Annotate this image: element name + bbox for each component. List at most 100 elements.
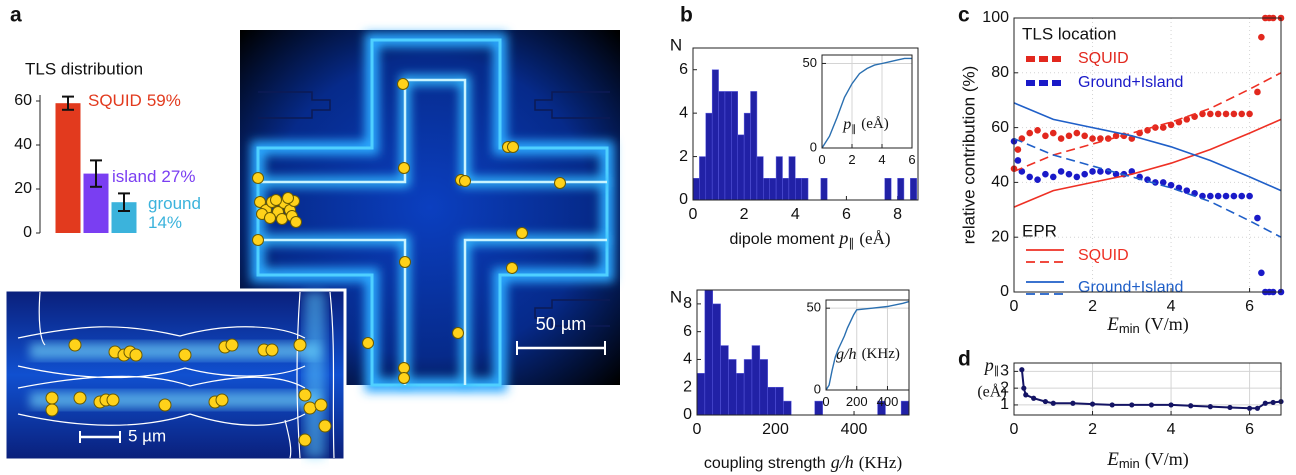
x-tick-label: 200 — [846, 394, 868, 409]
legend-label: Ground+Island — [1078, 279, 1183, 296]
x-tick-label: 6 — [1245, 298, 1254, 315]
label-part: coupling strength — [704, 455, 826, 472]
y-axis-label: N — [670, 35, 682, 54]
data-point — [1051, 401, 1056, 406]
x-tick-label: 2 — [740, 206, 749, 223]
legend-title: TLS location — [1022, 24, 1117, 43]
x-tick-label: 2 — [1088, 298, 1097, 315]
histogram-bar — [731, 91, 737, 200]
legend-label: SQUID — [1078, 50, 1129, 67]
data-point — [1089, 168, 1096, 175]
histogram-bar — [783, 401, 791, 415]
category-label: ground — [148, 194, 201, 213]
x-tick-label: 4 — [878, 152, 885, 167]
x-tick-label: 0 — [1010, 298, 1019, 315]
axis-label: dipole momentp∥(eÅ) — [729, 228, 890, 250]
data-point — [1254, 89, 1261, 96]
histogram-bar — [763, 178, 769, 200]
chart-title: TLS distribution — [25, 59, 143, 78]
data-point — [1034, 176, 1041, 183]
data-point — [1254, 215, 1261, 222]
data-point — [1223, 111, 1230, 118]
data-point — [1019, 367, 1024, 372]
y-tick-label: 40 — [991, 174, 1009, 191]
label-part: g/h — [836, 346, 856, 363]
data-point — [1066, 133, 1073, 140]
x-tick-label: 0 — [689, 206, 698, 223]
y-tick-label: 40 — [14, 136, 32, 153]
y-tick-label: 8 — [683, 295, 692, 312]
histogram-bar — [789, 157, 795, 200]
y-tick-label: 60 — [991, 119, 1009, 136]
data-point — [1021, 386, 1026, 391]
data-point — [1258, 34, 1265, 41]
legend-label: Ground+Island — [1078, 74, 1183, 91]
data-point — [1110, 402, 1115, 407]
data-point — [1255, 406, 1260, 411]
x-tick-label: 6 — [908, 152, 915, 167]
histogram-bar — [721, 346, 729, 415]
y-tick-label: 4 — [683, 351, 692, 368]
label-part: min — [1119, 456, 1140, 471]
value-text: 59% — [147, 91, 181, 110]
data-point — [1097, 168, 1104, 175]
data-point — [1183, 187, 1190, 194]
y-tick-label: 0 — [679, 191, 688, 208]
data-point — [1208, 404, 1213, 409]
data-point — [1058, 135, 1065, 142]
y-axis-label: N — [670, 287, 682, 306]
x-tick-label: 0 — [818, 152, 825, 167]
x-tick-label: 2 — [1088, 421, 1097, 438]
data-point — [1223, 193, 1230, 200]
y-tick-label: 50 — [807, 300, 821, 315]
data-point — [1238, 111, 1245, 118]
data-point — [1026, 174, 1033, 181]
label-part: (eÅ) — [859, 229, 890, 248]
label-part: g/h — [831, 452, 854, 472]
histogram-bar — [910, 178, 916, 200]
label-part: E — [1106, 314, 1119, 335]
axis-label: Emin(V/m) — [1106, 314, 1189, 336]
histogram-bar — [751, 91, 757, 200]
x-tick-label: 0 — [1010, 421, 1019, 438]
data-point — [1263, 401, 1268, 406]
histogram-bar — [736, 373, 744, 415]
x-tick-label: 2 — [848, 152, 855, 167]
data-point — [1015, 157, 1022, 164]
data-point — [1081, 133, 1088, 140]
panel-label: a — [10, 4, 22, 27]
label-part: E — [1106, 449, 1119, 470]
data-point — [1227, 405, 1232, 410]
data-point — [1183, 116, 1190, 123]
panel-label: d — [958, 348, 971, 371]
data-point — [1089, 135, 1096, 142]
data-point — [1097, 135, 1104, 142]
data-point — [1043, 399, 1048, 404]
histogram-bar — [757, 157, 763, 200]
y-tick-label: 6 — [683, 323, 692, 340]
y-tick-label: 60 — [14, 92, 32, 109]
y-tick-label: 100 — [982, 9, 1009, 26]
histogram-bar — [776, 387, 784, 415]
data-point — [1247, 406, 1252, 411]
data-point — [1188, 403, 1193, 408]
label-part: (eÅ) — [861, 116, 888, 132]
histogram-bar — [782, 178, 788, 200]
histogram-bar — [699, 157, 705, 200]
data-point — [1031, 396, 1036, 401]
histogram-bar — [795, 178, 801, 200]
data-point — [1050, 174, 1057, 181]
data-point — [1231, 193, 1238, 200]
histogram-bar — [712, 70, 718, 200]
label-part: ∥ — [851, 124, 856, 135]
axis-label: coupling strengthg/h(KHz) — [704, 452, 902, 472]
histogram-bar — [821, 178, 827, 200]
y-tick-label: 80 — [991, 64, 1009, 81]
data-point — [1246, 111, 1253, 118]
data-point — [1238, 193, 1245, 200]
y-axis-label: (eÅ) — [977, 383, 1006, 401]
y-tick-label: 0 — [23, 224, 32, 241]
histogram-bar — [744, 359, 752, 415]
